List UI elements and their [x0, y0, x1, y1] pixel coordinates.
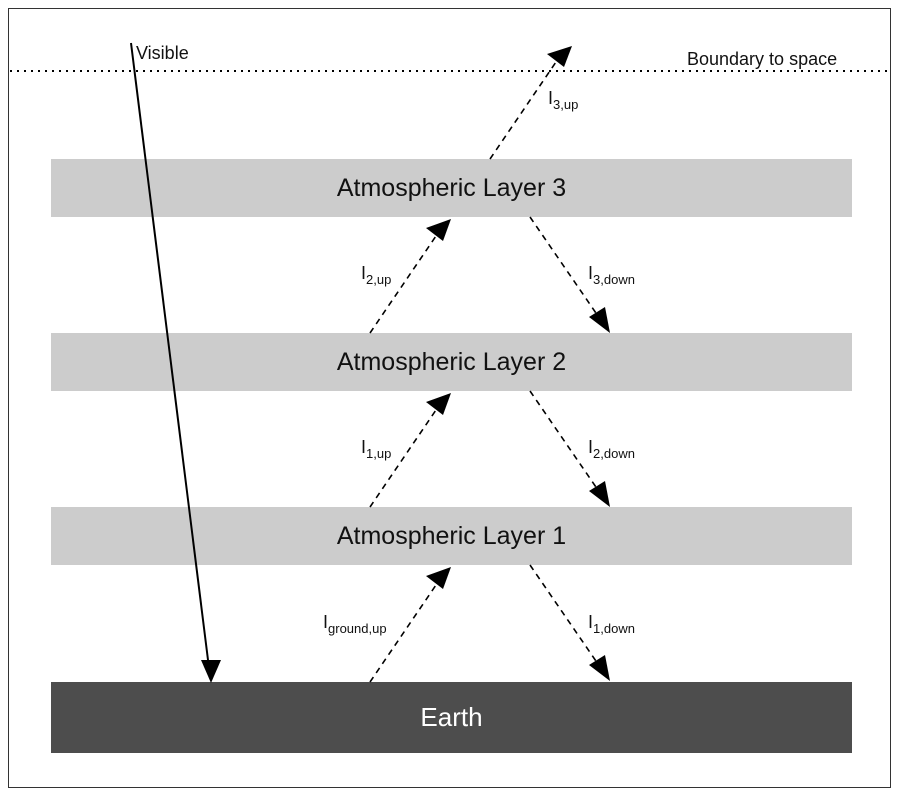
i2-down-arrowhead [589, 481, 610, 507]
layer-1-label: Atmospheric Layer 1 [336, 521, 567, 550]
atmospheric-layer-3: Atmospheric Layer 3 [51, 159, 852, 217]
flux-label-i2-down: I2,down [588, 437, 635, 461]
earth-label: Earth [420, 702, 483, 732]
visible-arrow-line [130, 42, 210, 669]
i1-up-arrowhead [426, 393, 451, 415]
i3-up-arrow-line [489, 61, 557, 160]
i3-up-arrowhead [547, 46, 572, 67]
ground-up-arrowhead [426, 567, 451, 589]
diagram-frame [8, 8, 891, 788]
earth-surface: Earth [51, 682, 852, 753]
ground-up-arrow-line [369, 584, 437, 683]
visible-label: Visible [136, 43, 189, 63]
i2-up-arrowhead [426, 219, 451, 241]
flux-label-i3-down: I3,down [588, 263, 635, 287]
layer-2-label: Atmospheric Layer 2 [336, 347, 567, 376]
boundary-to-space-label: Boundary to space [687, 49, 838, 69]
i3-down-arrow-line [529, 216, 599, 317]
layer-3-label: Atmospheric Layer 3 [336, 173, 567, 202]
i2-up-arrow-line [369, 235, 437, 334]
flux-label-i1-up: I1,up [361, 437, 392, 461]
flux-label-ground-up: Iground,up [323, 612, 387, 636]
flux-label-i3-up: I3,up [548, 88, 579, 112]
atmospheric-layer-1: Atmospheric Layer 1 [51, 507, 852, 565]
i1-down-arrow-line [529, 564, 599, 665]
flux-label-i1-down: I1,down [588, 612, 635, 636]
i3-down-arrowhead [589, 307, 610, 333]
i1-down-arrowhead [589, 655, 610, 681]
i1-up-arrow-line [369, 409, 437, 508]
visible-arrowhead [201, 660, 221, 683]
i2-down-arrow-line [529, 390, 599, 491]
flux-label-i2-up: I2,up [361, 263, 392, 287]
atmospheric-layer-2: Atmospheric Layer 2 [51, 333, 852, 391]
